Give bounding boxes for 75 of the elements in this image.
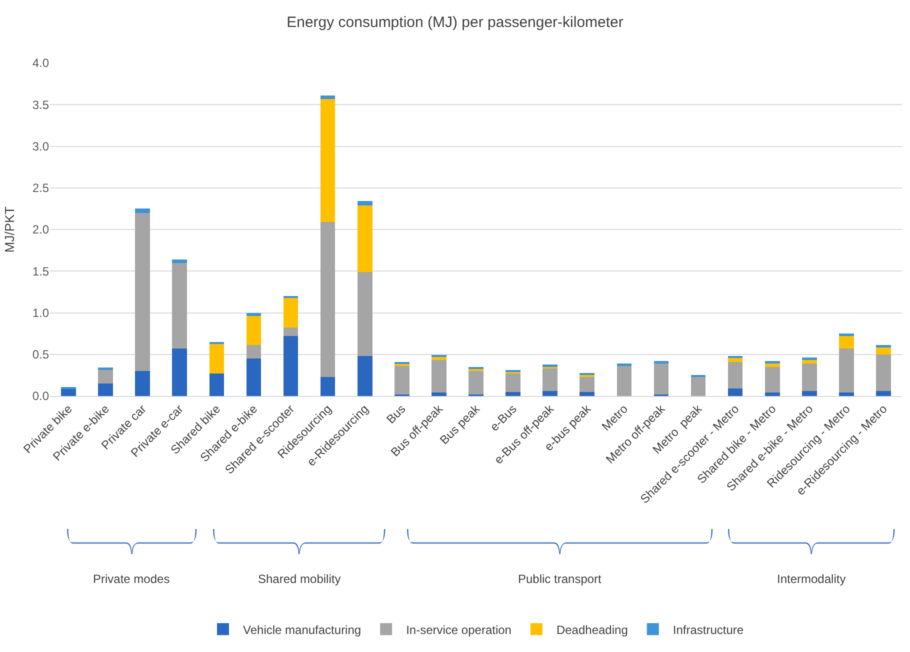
bar: [432, 392, 446, 396]
bar: [764, 364, 780, 367]
bar: [320, 95, 336, 99]
bar: [135, 208, 150, 213]
text: Intermodality: [777, 572, 846, 586]
bar: [802, 364, 817, 392]
bar: [320, 98, 336, 222]
y-tick-label: 0.5: [32, 348, 50, 362]
bar: [580, 392, 595, 396]
text: Shared mobility: [258, 572, 341, 586]
legend-label: In-service operation: [406, 622, 512, 637]
bar: [246, 345, 262, 359]
y-tick-label: 2.0: [32, 222, 50, 237]
legend-label: Vehicle manufacturing: [243, 622, 362, 637]
bar: [357, 272, 372, 356]
bar: [172, 262, 188, 349]
bar: [135, 371, 150, 396]
bar: [542, 368, 558, 392]
bar: [357, 201, 372, 206]
bar: [172, 259, 188, 263]
bar: [728, 358, 743, 362]
bar: [764, 361, 780, 364]
bar: [839, 348, 854, 393]
bar: [616, 365, 632, 396]
bar: [283, 298, 298, 328]
bar: [135, 212, 150, 372]
bar: [506, 392, 520, 396]
bar: [876, 391, 891, 396]
y-tick-label: 2.5: [32, 181, 50, 196]
text: Public transport: [518, 572, 602, 586]
bar: [728, 388, 743, 396]
chart-title: Energy consumption (MJ) per passenger-kilometer: [286, 14, 624, 31]
bar: [320, 222, 336, 377]
bar: [98, 369, 113, 384]
bar: [876, 348, 891, 354]
y-tick-label: 1.0: [32, 306, 50, 320]
bar: [580, 376, 595, 392]
bar: [690, 376, 706, 396]
bar: [283, 336, 298, 396]
bar: [61, 388, 76, 396]
bar: [246, 358, 262, 396]
bar: [246, 316, 262, 346]
text: Private modes: [93, 572, 170, 586]
bar: [654, 364, 669, 394]
bar: [839, 392, 854, 396]
x-tick-label: Bus: [384, 402, 408, 426]
y-tick-label: 0.0: [32, 389, 50, 404]
bar: [764, 392, 780, 396]
bar: [320, 376, 336, 396]
bar: [98, 384, 113, 396]
bar: [654, 361, 669, 364]
bar: [172, 348, 188, 396]
legend-label: Deadheading: [556, 622, 628, 637]
bar: [764, 366, 780, 393]
bar: [728, 362, 743, 389]
bar: [542, 391, 558, 396]
legend-label: Infrastructure: [672, 622, 744, 637]
bar: [876, 354, 891, 392]
bar: [283, 328, 298, 336]
bar: [357, 356, 372, 396]
bar: [839, 335, 854, 349]
bar: [432, 360, 446, 393]
bar: [357, 205, 372, 272]
bar: [394, 366, 410, 394]
y-tick-label: 1.5: [32, 264, 50, 278]
y-tick-label: 3.0: [32, 139, 50, 154]
y-tick-label: 3.5: [32, 98, 50, 112]
y-axis-title: MJ/PKT: [2, 206, 17, 253]
bar: [876, 345, 891, 348]
bar: [506, 374, 520, 392]
bar: [209, 374, 224, 396]
bar: [468, 371, 484, 394]
y-tick-label: 4.0: [32, 56, 50, 70]
bar: [802, 391, 817, 396]
bar: [209, 344, 224, 374]
